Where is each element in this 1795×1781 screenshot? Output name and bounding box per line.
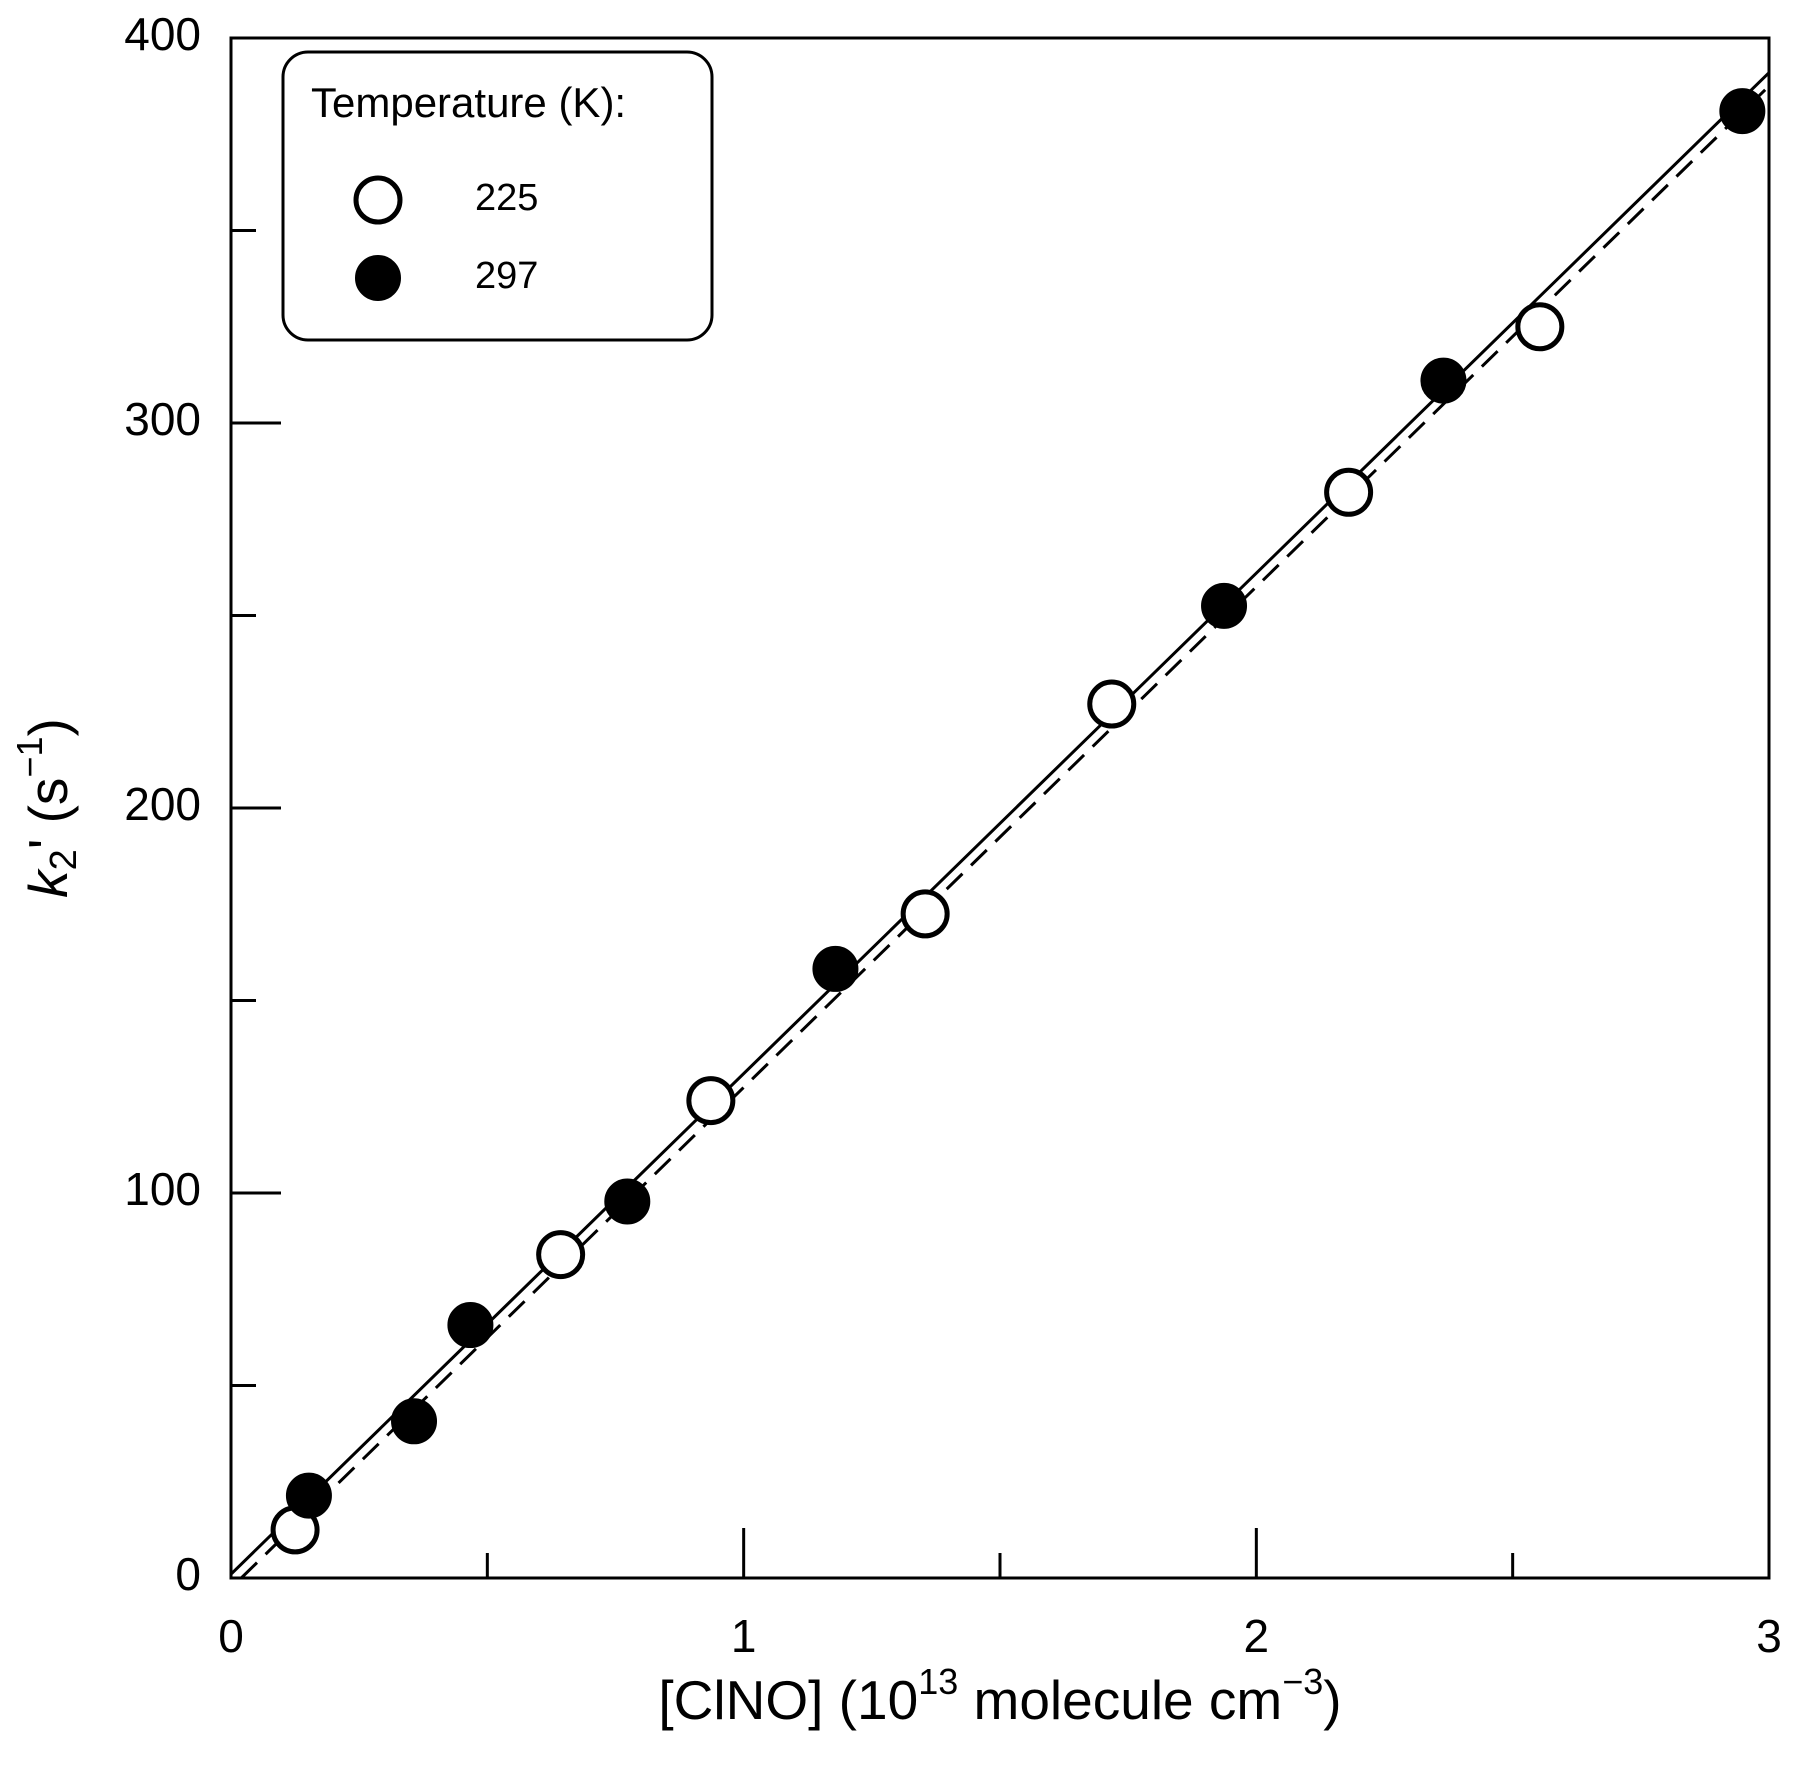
data-point [686, 1076, 736, 1126]
y-label-part: ' (s [17, 778, 79, 850]
legend-marker [353, 175, 403, 225]
y-tick-label: 300 [124, 393, 201, 445]
x-tick-label: 1 [731, 1610, 757, 1662]
x-axis-label: [ClNO] (1013 molecule cm−3) [658, 1661, 1341, 1731]
y-tick-label: 400 [124, 8, 201, 60]
legend-label: 297 [475, 255, 538, 297]
data-point [1324, 467, 1374, 517]
data-point [1515, 302, 1565, 352]
y-axis-label: k2' (s−1) [9, 718, 86, 898]
x-tick-label: 2 [1244, 1610, 1270, 1662]
legend-marker [355, 255, 401, 301]
data-point [447, 1302, 494, 1349]
legend-label: 225 [475, 177, 538, 219]
data-point [536, 1230, 586, 1280]
data-point [1719, 88, 1766, 135]
y-label-part: k [17, 868, 79, 898]
x-label-part: molecule cm [958, 1669, 1282, 1731]
y-label-sup: −1 [9, 737, 50, 778]
data-point [900, 889, 950, 939]
data-point [604, 1178, 651, 1225]
x-tick-label: 0 [218, 1610, 244, 1662]
x-label-sup: −3 [1282, 1661, 1323, 1702]
data-point [1420, 357, 1467, 404]
data-point [285, 1472, 332, 1519]
x-label-part: [ClNO] (10 [658, 1669, 918, 1731]
data-point [1201, 582, 1248, 629]
legend-title: Temperature (K): [311, 79, 626, 126]
x-label-part: ) [1323, 1669, 1341, 1731]
data-point [1087, 679, 1137, 729]
y-tick-label: 100 [124, 1163, 201, 1215]
x-tick-label: 3 [1756, 1610, 1782, 1662]
fit-line [240, 85, 1771, 1580]
y-tick-label: 0 [175, 1548, 201, 1600]
y-label-sub: 2 [43, 849, 85, 870]
data-point [391, 1398, 438, 1445]
y-label-part: ) [17, 718, 79, 736]
x-label-sup: 13 [918, 1661, 958, 1702]
data-point [812, 945, 859, 992]
y-tick-label: 200 [124, 778, 201, 830]
